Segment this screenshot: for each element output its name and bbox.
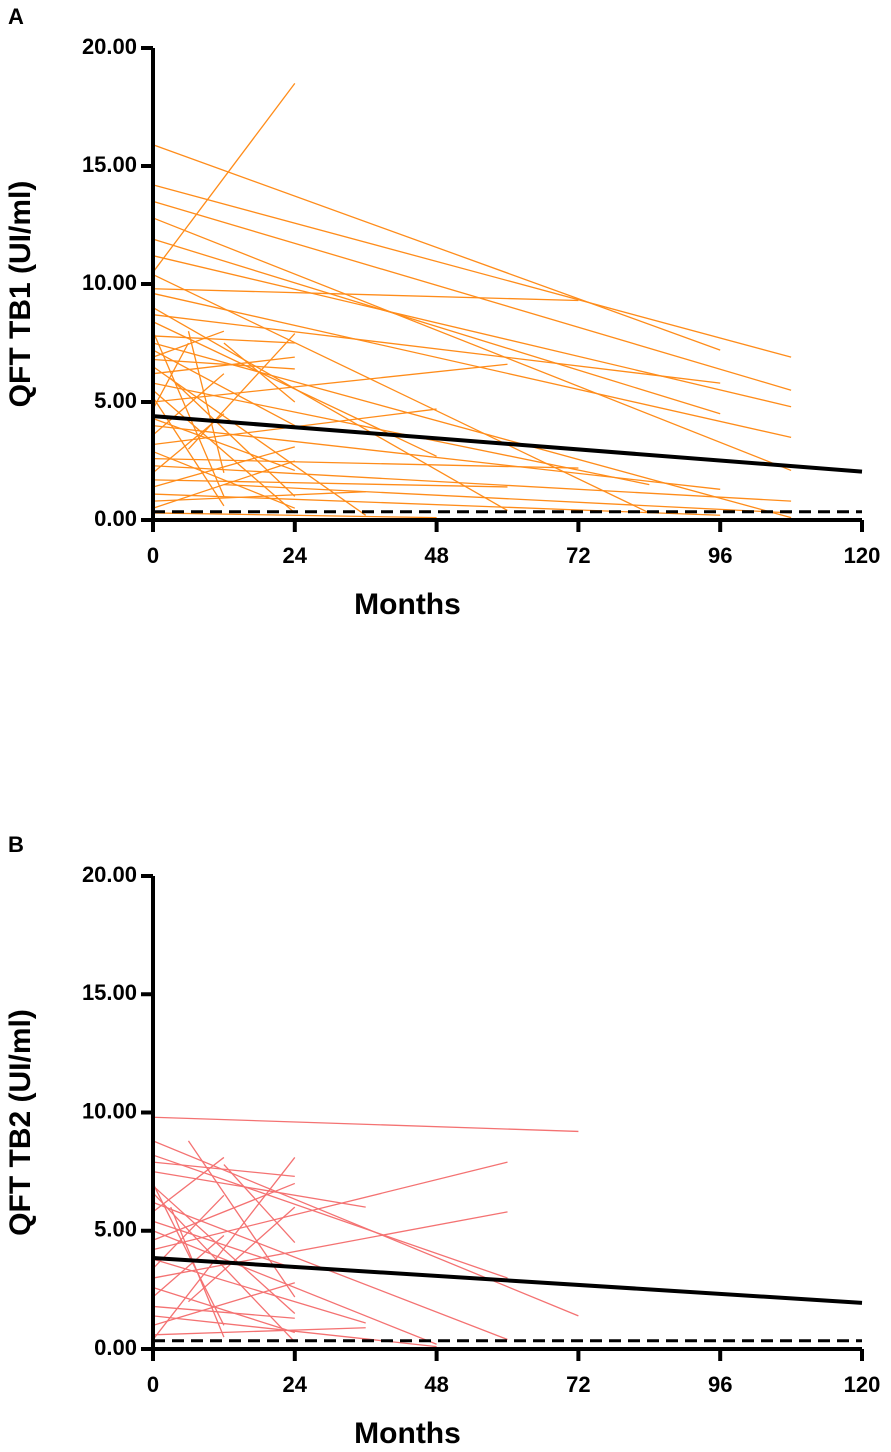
- trend-line: [152, 414, 863, 474]
- y-tick-label: 20.00: [82, 34, 137, 59]
- subject-line: [187, 333, 296, 450]
- x-tick-label: 96: [708, 543, 732, 568]
- subject-line: [152, 493, 721, 516]
- subject-line: [152, 1157, 296, 1340]
- subject-line: [152, 83, 296, 273]
- y-tick-label: 15.00: [82, 980, 137, 1005]
- x-tick-label: 72: [566, 1372, 590, 1397]
- subject-line: [152, 349, 296, 427]
- trend-line: [152, 1255, 863, 1305]
- x-tick-label: 48: [424, 543, 448, 568]
- subject-line: [152, 1185, 296, 1315]
- subject-line: [152, 288, 579, 302]
- subject-line: [152, 273, 650, 514]
- subject-line: [152, 363, 508, 403]
- subject-line: [152, 479, 508, 488]
- subject-line: [152, 238, 721, 415]
- subject-line: [152, 217, 792, 472]
- subject-line: [152, 424, 721, 490]
- subject-line: [152, 255, 792, 408]
- subject-line: [223, 483, 792, 514]
- subject-line: [170, 377, 296, 497]
- subject-line: [152, 1282, 295, 1326]
- subject-line: [152, 1161, 295, 1178]
- panel-label: B: [8, 832, 24, 857]
- y-axis-title: QFT TB2 (UI/ml): [4, 1009, 37, 1236]
- x-tick-label: 72: [566, 543, 590, 568]
- subject-line: [152, 307, 508, 512]
- subject-line: [152, 491, 366, 502]
- y-tick-label: 10.00: [82, 1098, 137, 1123]
- subject-line: [152, 144, 721, 351]
- y-tick-label: 5.00: [94, 388, 137, 413]
- x-tick-label: 48: [424, 1372, 448, 1397]
- panel-label: A: [8, 4, 24, 29]
- y-tick-label: 0.00: [94, 1335, 137, 1360]
- subject-line: [152, 1258, 366, 1324]
- subject-line: [152, 373, 225, 436]
- x-tick-label: 24: [283, 1372, 308, 1397]
- subject-line: [152, 1161, 508, 1251]
- subject-line: [187, 1140, 296, 1298]
- x-axis-title: Months: [354, 1417, 461, 1450]
- subject-line: [152, 1170, 366, 1208]
- subject-line: [152, 446, 295, 488]
- subject-line: [152, 1234, 225, 1298]
- subject-line: [152, 1194, 225, 1270]
- x-tick-label: 120: [844, 543, 881, 568]
- y-axis-title: QFT TB1 (UI/ml): [4, 181, 37, 408]
- subject-line: [170, 1206, 225, 1338]
- subject-line: [152, 358, 295, 370]
- subject-line: [152, 1286, 295, 1334]
- subject-line: [152, 200, 792, 391]
- subject-line: [152, 314, 721, 384]
- subject-line: [187, 331, 225, 473]
- subject-line: [188, 1206, 296, 1303]
- subject-line: [152, 335, 295, 344]
- x-tick-label: 0: [147, 1372, 159, 1397]
- subject-line: [152, 1211, 508, 1279]
- y-tick-label: 0.00: [94, 506, 137, 531]
- subject-line: [152, 342, 190, 410]
- subject-line: [152, 1116, 579, 1133]
- x-tick-label: 0: [147, 543, 159, 568]
- subject-line: [152, 1182, 296, 1241]
- y-tick-label: 5.00: [94, 1217, 137, 1242]
- subject-line: [152, 1192, 296, 1343]
- subject-line: [152, 356, 295, 375]
- subject-line: [152, 184, 792, 358]
- x-tick-label: 96: [708, 1372, 732, 1397]
- subject-line: [152, 292, 792, 439]
- subject-line: [152, 1220, 296, 1270]
- x-tick-label: 24: [283, 543, 308, 568]
- subject-line: [152, 465, 792, 502]
- x-axis-title: Months: [354, 588, 461, 621]
- x-tick-label: 120: [844, 1372, 881, 1397]
- subject-line: [152, 457, 579, 469]
- subject-line: [152, 342, 792, 519]
- y-tick-label: 15.00: [82, 152, 137, 177]
- subject-line: [152, 1156, 225, 1213]
- y-tick-label: 10.00: [82, 270, 137, 295]
- subject-line: [152, 389, 296, 514]
- subject-line: [152, 1327, 366, 1336]
- subject-line: [223, 1164, 296, 1244]
- subject-line: [152, 512, 437, 519]
- y-tick-label: 20.00: [82, 862, 137, 887]
- subject-line: [152, 1230, 437, 1345]
